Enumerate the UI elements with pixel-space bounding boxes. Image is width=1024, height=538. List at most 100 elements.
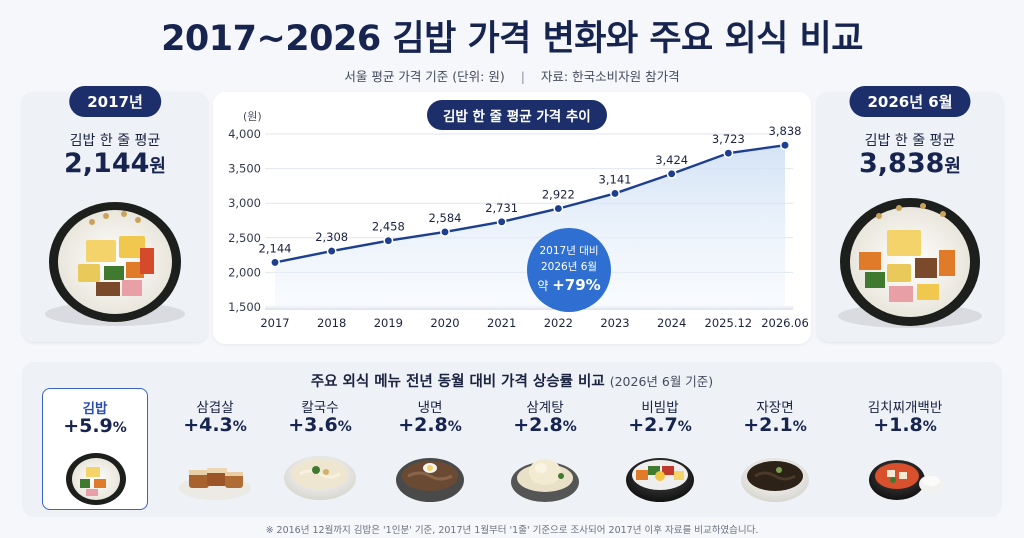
source-text: 자료: 한국소비자원 참가격 — [540, 69, 680, 84]
naengmyeon-icon — [396, 458, 464, 502]
y-tick-label: 2,000 — [228, 265, 261, 279]
menu-item-kimbap: 김밥 +5.9% — [42, 388, 148, 510]
menu-rate: +1.8% — [852, 414, 958, 436]
menu-item-bibimbap: 비빔밥 +2.7% — [607, 388, 713, 510]
data-point — [496, 216, 507, 227]
data-point — [780, 140, 790, 151]
menu-item-naengmyeon: 냉면 +2.8% — [377, 388, 483, 510]
kimbap-2026-price: 3,838원 — [817, 148, 1003, 179]
kimbap-2017-card: 2017년 김밥 한 줄 평균 2,144원 — [22, 86, 208, 342]
menu-name: 자장면 — [756, 400, 794, 416]
page-title: 2017~2026 김밥 가격 변화와 주요 외식 비교 — [161, 19, 863, 59]
kimbap-roll-icon — [45, 202, 185, 326]
menu-name: 삼겹살 — [196, 400, 234, 416]
data-label: 2,308 — [315, 230, 348, 244]
x-tick-label: 2026.06 — [761, 316, 809, 330]
x-tick-label: 2025.12 — [705, 316, 753, 330]
data-label: 3,424 — [655, 153, 688, 167]
data-point — [723, 148, 734, 159]
callout-line-2: 2026년 6월 — [541, 261, 597, 273]
kimbap-2017-price: 2,144원 — [22, 148, 208, 179]
menu-rate-value: +2.8 — [513, 414, 563, 436]
menu-rate-value: +2.8 — [398, 414, 448, 436]
kimbap-2026-price-unit: 원 — [944, 156, 961, 177]
kimbap-2017-price-value: 2,144 — [64, 148, 150, 179]
kimbap-2017-price-unit: 원 — [149, 156, 166, 177]
data-point — [326, 246, 337, 257]
jajangmyeon-icon — [741, 458, 809, 502]
growth-callout-bubble — [527, 228, 611, 312]
data-point — [440, 227, 450, 237]
y-tick-label: 3,000 — [228, 196, 261, 210]
x-tick-label: 2022 — [544, 316, 573, 330]
menu-item-kalguksu: 칼국수 +3.6% — [267, 388, 373, 510]
price-trend-chart: (원) 1,500 2,000 2,500 3,000 3,500 4,000 2,144 20… — [228, 110, 809, 330]
menu-item-samgyeopsal: 삼겹살 +4.3% — [162, 388, 268, 510]
menu-rate: +2.8% — [377, 414, 483, 436]
menu-item-kimchi-jjigae: 김치찌개백반 +1.8% — [852, 388, 958, 510]
unit-basis-text: 서울 평균 가격 기준 (단위: 원) — [344, 69, 505, 84]
page-subtitle: 서울 평균 가격 기준 (단위: 원) | 자료: 한국소비자원 참가격 — [0, 66, 1024, 85]
menu-rate-unit: % — [677, 419, 692, 435]
data-label: 3,838 — [769, 124, 802, 138]
kalguksu-icon — [284, 456, 356, 500]
x-tick-label: 2019 — [374, 316, 403, 330]
menu-rate-value: +2.1 — [743, 414, 793, 436]
menu-rate-unit: % — [922, 419, 937, 435]
menu-rate-value: +4.3 — [183, 414, 233, 436]
menu-item-samgyetang: 삼계탕 +2.8% — [492, 388, 598, 510]
comparison-title-sub: (2026년 6월 기준) — [609, 374, 714, 389]
menu-rate: +2.7% — [607, 414, 713, 436]
menu-rate-value: +1.8 — [873, 414, 923, 436]
kimbap-roll-icon — [838, 198, 982, 328]
menu-rate: +5.9% — [43, 415, 147, 437]
menu-rate: +2.1% — [722, 414, 828, 436]
kimbap-icon — [66, 453, 126, 505]
price-trend-chart-card: (원) 1,500 2,000 2,500 3,000 3,500 4,000 2,144 20… — [213, 92, 811, 344]
comparison-title-main: 주요 외식 메뉴 전년 동월 대비 가격 상승률 비교 — [310, 374, 605, 390]
menu-comparison-panel: 주요 외식 메뉴 전년 동월 대비 가격 상승률 비교 (2026년 6월 기준… — [22, 362, 1002, 517]
menu-name: 김밥 — [82, 401, 108, 417]
samgyetang-icon — [511, 459, 579, 502]
menu-name: 삼계탕 — [526, 400, 564, 416]
data-label: 2,922 — [542, 188, 575, 202]
footnote: ※ 2016년 12월까지 김밥은 '1인분' 기준, 2017년 1월부터 '… — [265, 525, 759, 536]
callout-line-3: 약 +79% — [537, 276, 600, 294]
y-tick-label: 2,500 — [228, 231, 261, 245]
x-tick-label: 2024 — [657, 316, 686, 330]
menu-rate: +2.8% — [492, 414, 598, 436]
x-tick-label: 2023 — [600, 316, 629, 330]
menu-rate-unit: % — [232, 419, 247, 435]
menu-name: 비빔밥 — [641, 400, 679, 416]
x-tick-label: 2020 — [430, 316, 459, 330]
y-tick-label: 4,000 — [228, 127, 261, 141]
menu-rate-unit: % — [112, 420, 127, 436]
year-2026-pill: 2026년 6월 — [849, 86, 971, 117]
kimchi-jjigae-icon — [869, 460, 943, 500]
menu-name: 김치찌개백반 — [867, 400, 943, 416]
menu-name: 칼국수 — [301, 400, 339, 416]
data-point — [666, 168, 677, 179]
menu-rate-unit: % — [337, 419, 352, 435]
menu-rate-unit: % — [562, 419, 577, 435]
data-label: 3,141 — [599, 172, 632, 186]
x-tick-label: 2018 — [317, 316, 346, 330]
data-label: 2,458 — [372, 220, 405, 234]
x-tick-label: 2021 — [487, 316, 516, 330]
samgyeopsal-icon — [179, 468, 251, 500]
kimbap-2017-label: 김밥 한 줄 평균 — [69, 133, 161, 149]
year-2017-pill: 2017년 — [69, 86, 161, 117]
x-tick-label: 2017 — [260, 316, 289, 330]
comparison-title: 주요 외식 메뉴 전년 동월 대비 가격 상승률 비교 (2026년 6월 기준… — [22, 370, 1002, 391]
subtitle-separator: | — [520, 69, 525, 84]
menu-name: 냉면 — [417, 400, 443, 416]
area-fill — [275, 145, 785, 309]
kimbap-2026-label: 김밥 한 줄 평균 — [864, 133, 956, 149]
bibimbap-icon — [626, 458, 694, 502]
menu-rate-value: +2.7 — [628, 414, 678, 436]
menu-item-jajangmyeon: 자장면 +2.1% — [722, 388, 828, 510]
menu-rate: +4.3% — [162, 414, 268, 436]
data-point — [270, 257, 280, 268]
y-tick-label: 3,500 — [228, 162, 261, 176]
data-point — [553, 203, 564, 214]
